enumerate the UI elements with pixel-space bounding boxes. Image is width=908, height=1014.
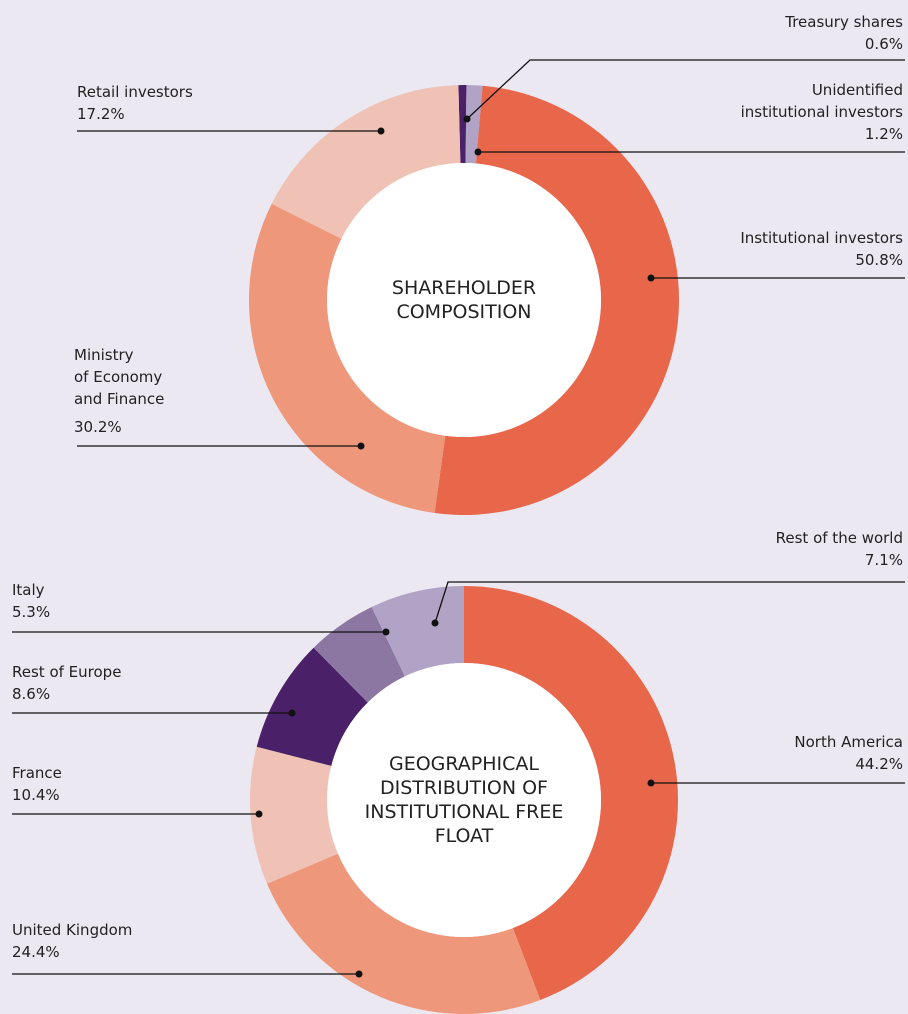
slice-value: 17.2% bbox=[77, 105, 125, 123]
donut-slice bbox=[371, 586, 464, 677]
slice-value: 7.1% bbox=[864, 551, 903, 569]
leader-dot bbox=[647, 274, 655, 282]
leader-dot bbox=[431, 619, 439, 627]
donut-slice bbox=[458, 85, 467, 164]
slice-name: North America bbox=[794, 733, 903, 751]
slice-value: 44.2% bbox=[855, 755, 903, 773]
chart-title: SHAREHOLDER COMPOSITION bbox=[391, 277, 537, 323]
leader-dot bbox=[382, 628, 390, 636]
chart-title: GEOGRAPHICAL DISTRIBUTION OF INSTITUTION… bbox=[364, 753, 564, 847]
slice-name: Retail investors bbox=[77, 83, 193, 101]
donut-hole bbox=[327, 163, 601, 437]
leader-dot bbox=[355, 970, 363, 978]
slice-value: 24.4% bbox=[12, 943, 60, 961]
slice-value: 8.6% bbox=[12, 685, 51, 703]
leader-dot bbox=[463, 115, 471, 123]
donut-slice bbox=[465, 85, 483, 164]
slice-value: 1.2% bbox=[864, 125, 903, 143]
leader-line bbox=[434, 581, 905, 624]
donut-slice bbox=[464, 586, 678, 1000]
donut-slice bbox=[250, 746, 338, 884]
donut-slice bbox=[271, 85, 461, 239]
slice-value: 10.4% bbox=[12, 786, 60, 804]
leader-dot bbox=[647, 779, 655, 787]
slice-name: Institutional investors bbox=[740, 229, 903, 247]
slice-value: 30.2% bbox=[74, 418, 122, 436]
donut-slice bbox=[256, 647, 368, 766]
leader-dot bbox=[288, 709, 296, 717]
donut-hole bbox=[327, 663, 601, 937]
slice-name: Treasury shares bbox=[785, 13, 903, 31]
leader-dot bbox=[255, 810, 263, 818]
leader-dot bbox=[474, 148, 482, 156]
slice-name: Unidentified institutional investors bbox=[740, 81, 903, 121]
donut-slice bbox=[267, 853, 541, 1014]
slice-name: Ministry of Economy and Finance bbox=[74, 346, 165, 408]
donut-slice bbox=[434, 85, 680, 516]
donut-slice bbox=[249, 203, 446, 513]
leader-dot bbox=[377, 127, 385, 135]
slice-name: Rest of Europe bbox=[12, 663, 122, 681]
leader-line bbox=[466, 59, 905, 120]
slice-name: United Kingdom bbox=[12, 921, 133, 939]
slice-name: France bbox=[12, 764, 62, 782]
slice-value: 50.8% bbox=[855, 251, 903, 269]
slice-name: Rest of the world bbox=[775, 529, 903, 547]
slice-value: 5.3% bbox=[12, 603, 51, 621]
slice-name: Italy bbox=[12, 581, 45, 599]
slice-value: 0.6% bbox=[864, 35, 903, 53]
leader-dot bbox=[357, 442, 365, 450]
donut-slice bbox=[313, 606, 405, 703]
